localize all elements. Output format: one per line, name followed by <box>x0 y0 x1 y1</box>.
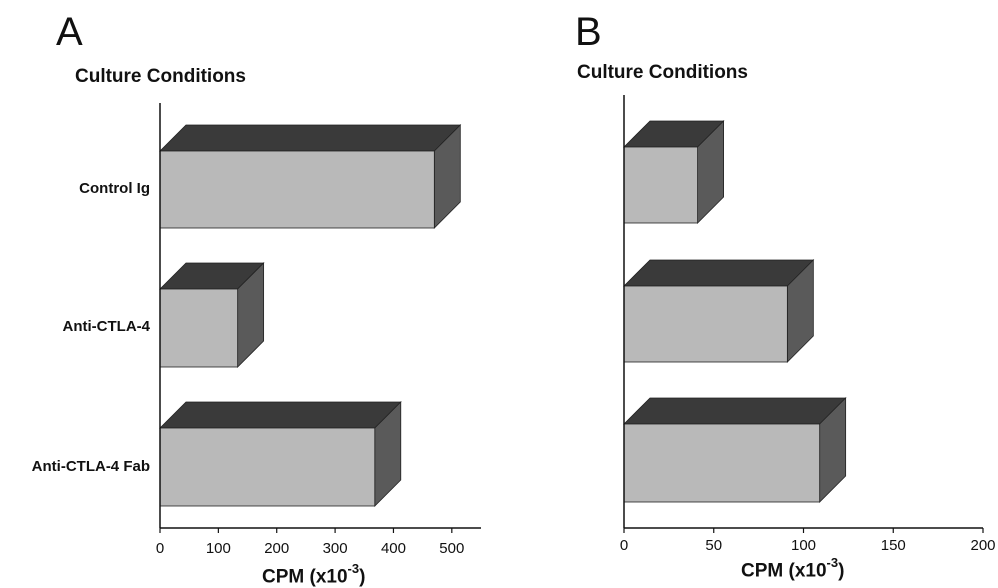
panel-b-bar-1 <box>623 285 788 363</box>
panel-b-x-tick-label: 200 <box>970 537 995 554</box>
panel-b-letter: B <box>575 10 602 54</box>
panel-a-x-axis-label-close: ) <box>359 566 366 588</box>
panel-b-x-tick-label: 150 <box>881 537 906 554</box>
panel-a-bar-0-top <box>159 124 462 152</box>
panel-a-bar-2 <box>159 427 376 507</box>
panel-a-title: Culture Conditions <box>75 66 246 87</box>
panel-a-x-axis-label-main: CPM (x10 <box>262 566 348 588</box>
panel-b-x-tick-label: 100 <box>791 537 816 554</box>
panel-a-category-label-anti-ctla-4: Anti-CTLA-4 <box>62 318 150 335</box>
panel-a-x-tick-label: 100 <box>206 540 231 557</box>
panel-b-x-tick-label: 0 <box>620 537 628 554</box>
panel-a-x-tick-label: 0 <box>156 540 164 557</box>
panel-b-x-tick-label: 50 <box>705 537 722 554</box>
panel-b-bar-0 <box>623 146 698 224</box>
panel-a-x-tick-label: 300 <box>323 540 348 557</box>
panel-a-x-tick-label: 500 <box>439 540 464 557</box>
panel-a-bar-1 <box>159 288 239 368</box>
panel-b-bar-1-top <box>623 259 815 287</box>
panel-a-bar-0 <box>159 150 435 229</box>
panel-a-category-label-anti-ctla-4-fab: Anti-CTLA-4 Fab <box>31 458 150 475</box>
panel-a-category-label-control-ig: Control Ig <box>79 180 150 197</box>
panel-a-x-axis-label-exponent: -3 <box>347 561 360 576</box>
panel-a-bar-2-top <box>159 401 402 429</box>
panel-a-x-tick-label: 400 <box>381 540 406 557</box>
panel-b-bar-2 <box>623 423 821 503</box>
panel-a-letter: A <box>56 10 83 54</box>
panel-a-x-tick-label: 200 <box>264 540 289 557</box>
panel-a-x-axis-label: CPM (x10-3) <box>262 561 366 588</box>
panel-b-x-axis-label-exponent: -3 <box>826 555 839 570</box>
panel-b-title: Culture Conditions <box>577 62 748 83</box>
panel-b-x-axis-label: CPM (x10-3) <box>741 555 845 582</box>
panel-b-bar-2-top <box>623 397 847 425</box>
panel-b-x-axis-label-close: ) <box>838 560 845 582</box>
panel-b-x-axis-label-main: CPM (x10 <box>741 560 827 582</box>
